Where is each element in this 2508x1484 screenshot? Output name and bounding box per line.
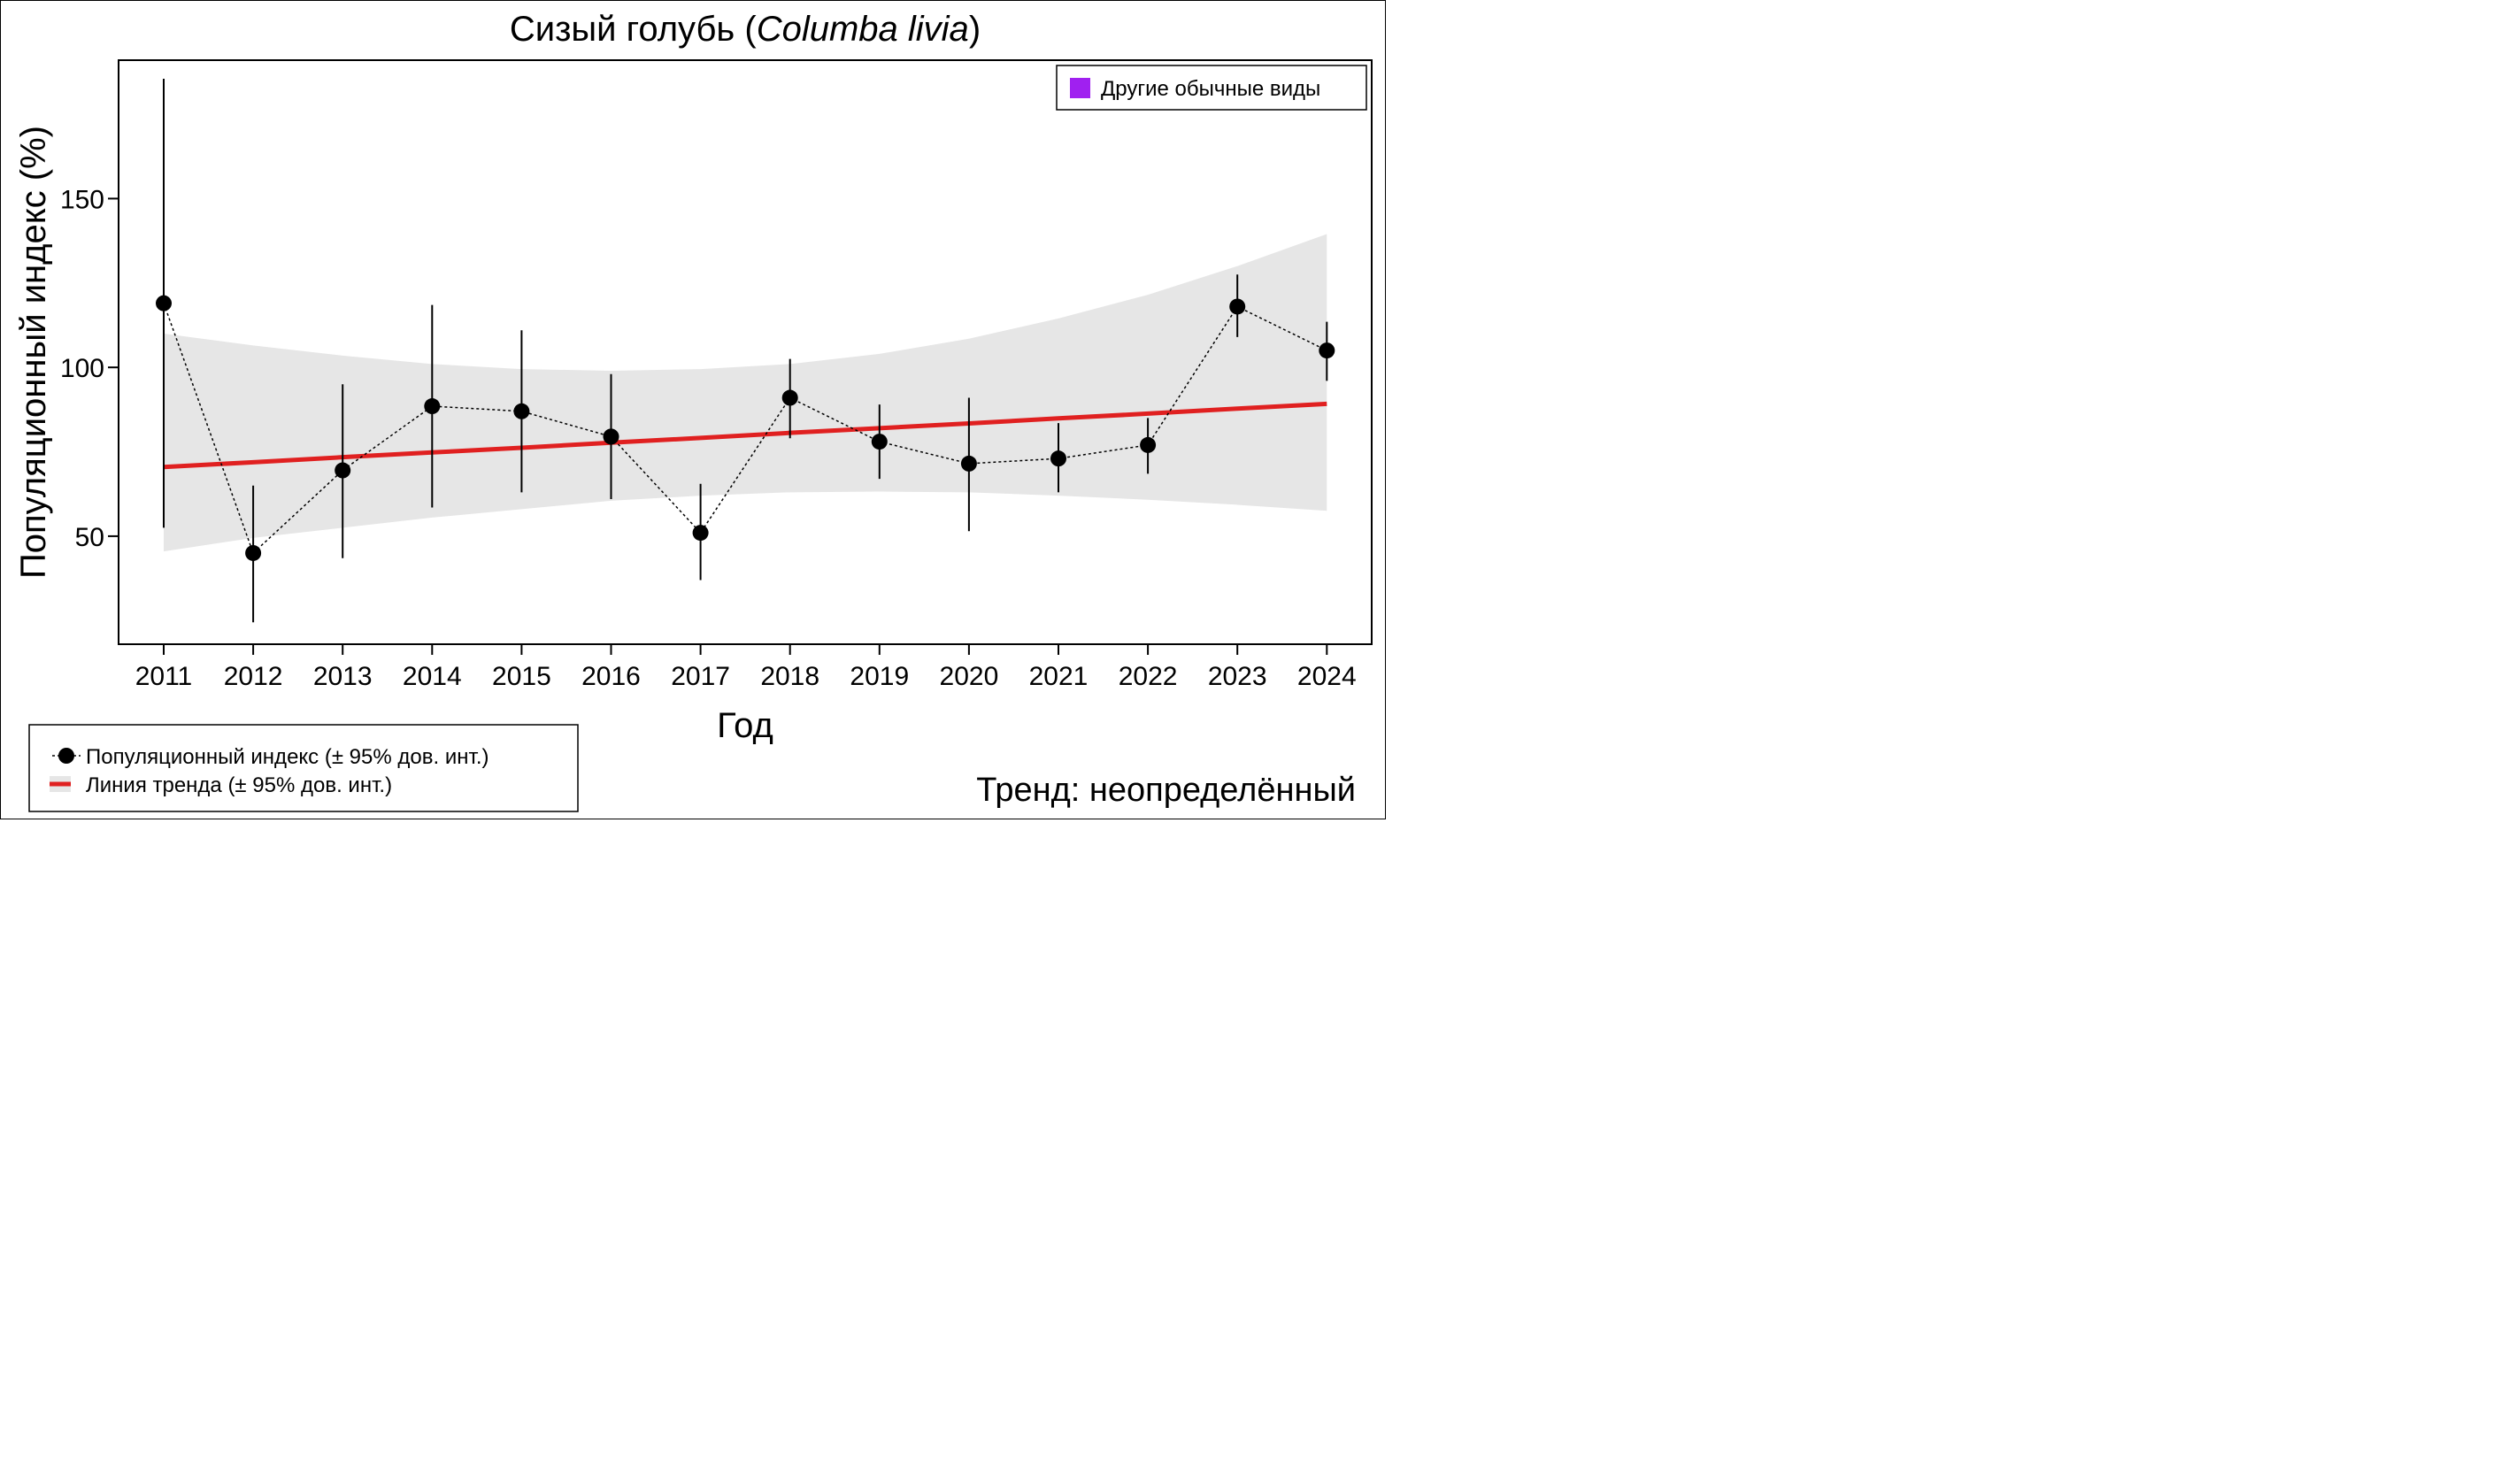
legend-species-label: Другие обычные виды (1101, 77, 1320, 101)
x-tick-label-2016: 2016 (581, 662, 641, 691)
plot-area-border (118, 59, 1373, 645)
index-point-2012 (245, 544, 262, 561)
x-tick-label-2024: 2024 (1297, 662, 1357, 691)
index-connector-line (163, 303, 1327, 555)
y-axis-ticks: 50 100 150 (60, 185, 119, 552)
index-connector-layer (163, 303, 1327, 555)
index-point-2015 (513, 403, 530, 419)
index-point-2022 (1140, 436, 1157, 453)
x-axis-ticks: 2011 2012 2013 2014 2015 2016 2017 2018 2019 2020… (135, 644, 1357, 691)
legend-species-swatch (1070, 78, 1090, 98)
index-point-2024 (1319, 342, 1335, 359)
trend-ci-band (164, 234, 1327, 552)
index-point-2020 (960, 455, 977, 472)
index-point-2016 (603, 428, 619, 445)
index-point-2023 (1229, 298, 1246, 315)
x-tick-label-2023: 2023 (1208, 662, 1267, 691)
index-point-2017 (692, 525, 709, 542)
x-tick-label-2022: 2022 (1119, 662, 1178, 691)
index-point-2011 (156, 295, 172, 311)
chart-title: Сизый голубь (Columba livia) (510, 10, 981, 49)
x-tick-label-2020: 2020 (940, 662, 999, 691)
x-tick-label-2017: 2017 (671, 662, 730, 691)
x-tick-label-2021: 2021 (1029, 662, 1089, 691)
y-tick-label-50: 50 (75, 523, 104, 552)
trend-ci-band-layer (164, 234, 1327, 552)
x-tick-label-2011: 2011 (135, 662, 193, 691)
y-tick-label-150: 150 (60, 185, 104, 214)
legend-species-box (1056, 65, 1367, 111)
index-point-2018 (781, 389, 798, 406)
index-point-2013 (335, 462, 351, 479)
legend-species-group: Другие обычные виды (1056, 65, 1367, 111)
x-tick-label-2014: 2014 (403, 662, 462, 691)
y-axis-label: Популяционный индекс (%) (14, 126, 53, 579)
index-point-2014 (424, 398, 441, 415)
chart-frame: Сизый голубь (Columba livia) Популяционн… (0, 0, 1386, 819)
legend-index-marker (58, 748, 74, 764)
legend-series-box (28, 724, 579, 812)
index-point-2021 (1050, 450, 1066, 467)
x-tick-label-2019: 2019 (850, 662, 909, 691)
x-axis-label: Год (717, 706, 773, 745)
trend-line (163, 401, 1327, 470)
index-point-2019 (871, 434, 888, 450)
legend-index-label: Популяционный индекс (± 95% дов. инт.) (86, 745, 489, 769)
trend-verdict-text: Тренд: неопределённый (976, 772, 1356, 809)
x-tick-label-2012: 2012 (224, 662, 283, 691)
trend-line-layer (163, 401, 1327, 470)
index-point-layer (156, 295, 1335, 561)
x-tick-label-2015: 2015 (492, 662, 551, 691)
legend-trend-label: Линия тренда (± 95% дов. инт.) (86, 773, 392, 797)
legend-series-group: Популяционный индекс (± 95% дов. инт.) Л… (28, 724, 579, 812)
chart-svg: Сизый голубь (Columba livia) Популяционн… (14, 10, 1373, 812)
x-tick-label-2013: 2013 (313, 662, 373, 691)
x-tick-label-2018: 2018 (760, 662, 819, 691)
y-tick-label-100: 100 (60, 354, 104, 383)
